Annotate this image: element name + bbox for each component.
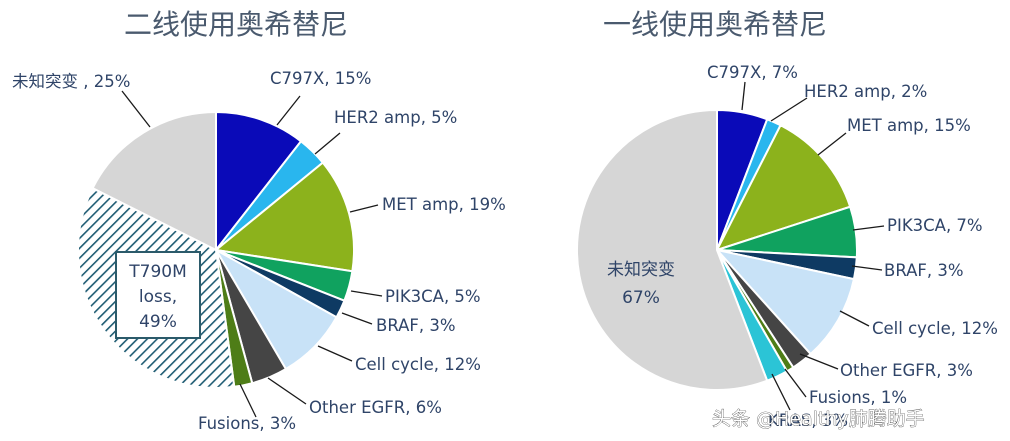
pie-slice-slice-9-right (576, 108, 769, 391)
pie-slice-met-amp-left (213, 161, 355, 273)
label-her2-right: HER2 amp, 2% (804, 82, 927, 101)
leader-fusions-left (239, 383, 257, 418)
label-braf-left: BRAF, 3% (376, 316, 456, 335)
leader-braf-left (341, 312, 373, 325)
label-c797x-right: C797X, 7% (707, 63, 798, 82)
label-c797x-left: C797X, 15% (270, 69, 371, 88)
watermark-text: 头条 @Healthy肺腾助手 (712, 408, 925, 430)
t790m-label-box: T790M loss, 49% (115, 251, 201, 339)
label-cellcycle-left: Cell cycle, 12% (355, 355, 481, 374)
label-unknown-right-line1: 未知突变 (607, 260, 675, 280)
pie-slice-cell-cycle-right (714, 248, 856, 356)
pie-slices-left (77, 110, 355, 389)
pie-slices-right (576, 108, 858, 391)
leader-kras-right (771, 373, 791, 411)
leader-c797x-left (276, 95, 301, 126)
leader-her2-left (314, 132, 341, 155)
leader-c797x-right (741, 81, 746, 111)
t790m-line2: loss, (139, 287, 177, 307)
label-her2-left: HER2 amp, 5% (334, 108, 457, 127)
label-otheregfr-right: Other EGFR, 3% (840, 361, 973, 380)
label-met-left: MET amp, 19% (382, 195, 506, 214)
leader-met-right (817, 132, 847, 156)
pie-chart-second-line: 二线使用奥希替尼 C797X, 15% HER2 amp, 5% MET amp… (12, 8, 506, 433)
leader-her2-right (770, 97, 808, 122)
t790m-line1: T790M (128, 262, 187, 282)
chart-title-right: 一线使用奥希替尼 (603, 8, 827, 41)
pie-slice-slice-9-left (91, 110, 217, 252)
label-cellcycle-right: Cell cycle, 12% (872, 319, 998, 338)
leader-braf-right (851, 265, 883, 271)
label-fusions-left: Fusions, 3% (198, 414, 296, 433)
leader-cellcycle-right (839, 310, 870, 327)
leader-pik3ca-left (350, 290, 383, 297)
leader-pik3ca-right (852, 225, 885, 231)
label-fusions-right: Fusions, 1% (809, 388, 907, 407)
label-pik3ca-left: PIK3CA, 5% (385, 287, 481, 306)
leader-fusions-right (784, 368, 807, 398)
t790m-line3: 49% (139, 312, 177, 332)
label-unknown-left: 未知突变 , 25% (12, 72, 130, 91)
pie-slice-met-amp-right (715, 123, 852, 252)
label-unknown-right-line2: 67% (622, 288, 660, 308)
leader-unknown-left (121, 90, 151, 128)
label-pik3ca-right: PIK3CA, 7% (887, 216, 983, 235)
pie-slice-c797x-left (215, 110, 303, 253)
leader-met-left (349, 204, 379, 213)
leader-cellcycle-left (317, 345, 353, 362)
label-otheregfr-left: Other EGFR, 6% (309, 398, 442, 417)
leader-otheregfr-left (267, 377, 307, 405)
chart-title-left: 二线使用奥希替尼 (124, 8, 348, 41)
label-kras-right: KRAS, 3% (768, 411, 848, 430)
label-braf-right: BRAF, 3% (884, 261, 964, 280)
pie-chart-first-line: 一线使用奥希替尼 C797X, 7% HER2 amp, 2% MET amp,… (576, 8, 998, 430)
label-met-right: MET amp, 15% (847, 116, 971, 135)
leader-otheregfr-right (799, 353, 839, 370)
